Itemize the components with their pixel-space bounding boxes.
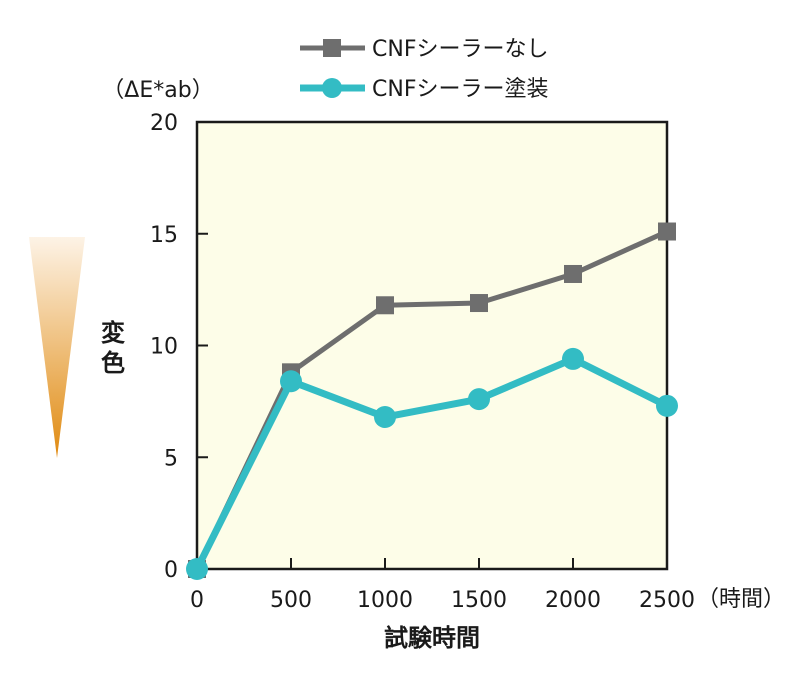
x-tick-label: 0 [190,588,204,613]
y-tick-label: 15 [150,223,178,248]
x-tick-label: 2000 [545,588,601,613]
legend-item: CNFシーラー塗装 [300,77,548,102]
x-tick-label: 1000 [357,588,413,613]
data-point-square [376,296,394,315]
data-point-square [564,264,582,283]
y-axis-title: 変色 [101,319,125,377]
y-tick-label: 20 [150,111,178,136]
legend-item: CNFシーラーなし [300,37,548,62]
legend: CNFシーラーなし CNFシーラー塗装 [300,37,548,102]
x-axis-title: 試験時間 [384,624,480,652]
color-change-triangle-icon [29,237,85,458]
legend-marker-circle-icon [322,78,342,98]
y-axis-ticks: 0 5 10 15 20 [150,111,208,583]
data-point-square [658,222,676,241]
x-axis-ticks: 0 500 1000 1500 2000 2500 [190,558,695,613]
x-tick-label: 2500 [639,588,695,613]
data-point-circle [468,388,490,411]
plot-area [195,120,669,571]
x-tick-label: 500 [270,588,312,613]
data-point-circle [374,406,396,429]
legend-label-no-sealer: CNFシーラーなし [372,37,548,62]
x-tick-label: 1500 [451,588,507,613]
series-layer [186,222,678,580]
data-point-circle [656,394,678,417]
data-point-circle [562,347,584,370]
data-point-circle [186,558,208,580]
series-line-2 [193,355,669,571]
y-tick-label: 5 [164,446,178,471]
legend-marker-square-icon [323,39,341,57]
data-point-circle [280,370,302,393]
y-axis-unit: （ΔE*ab） [102,78,213,103]
x-axis-unit: （時間） [697,587,785,612]
data-point-square [470,294,488,313]
y-tick-label: 10 [150,335,178,360]
legend-label-sealer-coated: CNFシーラー塗装 [372,77,548,102]
y-tick-label: 0 [164,558,178,583]
